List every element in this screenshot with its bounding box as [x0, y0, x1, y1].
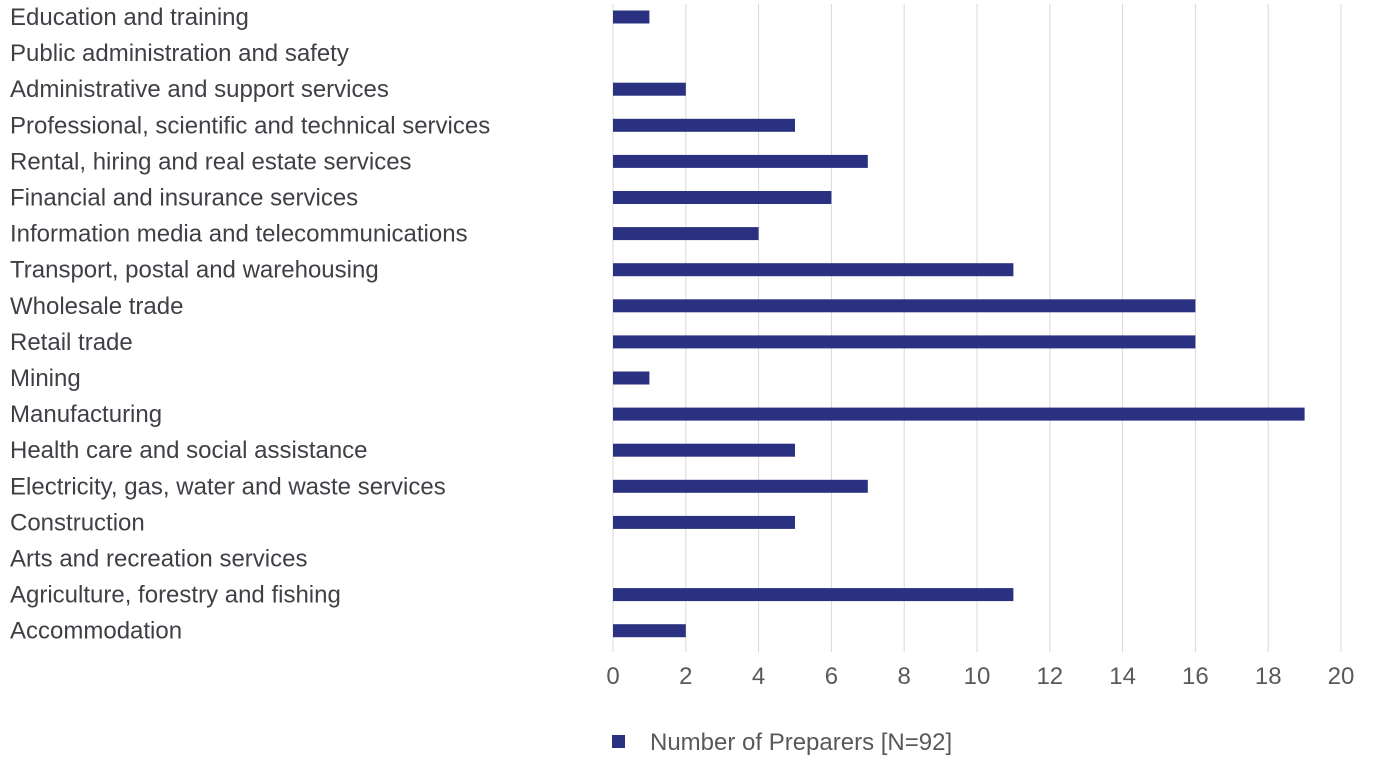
- bar: [613, 227, 759, 241]
- legend-swatch: [612, 735, 625, 748]
- category-label: Health care and social assistance: [10, 437, 368, 464]
- category-label: Retail trade: [10, 329, 133, 356]
- category-label: Rental, hiring and real estate services: [10, 148, 412, 175]
- category-label: Construction: [10, 509, 145, 536]
- bar: [613, 624, 686, 638]
- x-tick-label: 10: [964, 663, 991, 690]
- x-tick-label: 16: [1182, 663, 1209, 690]
- bar: [613, 371, 650, 385]
- bar: [613, 154, 868, 168]
- category-label: Financial and insurance services: [10, 185, 358, 212]
- category-label: Information media and telecommunications: [10, 221, 468, 248]
- legend-label: Number of Preparers [N=92]: [650, 729, 952, 756]
- category-label: Education and training: [10, 4, 249, 31]
- category-label: Public administration and safety: [10, 40, 349, 67]
- bar: [613, 515, 795, 529]
- bar: [613, 335, 1196, 349]
- bar: [613, 10, 650, 24]
- category-label: Wholesale trade: [10, 293, 183, 320]
- x-axis-tick-labels: 0 2 4 6 8 10 12 14 16 18 20: [606, 663, 1354, 690]
- category-label: Electricity, gas, water and waste servic…: [10, 473, 446, 500]
- category-label: Accommodation: [10, 618, 182, 645]
- x-tick-label: 20: [1328, 663, 1355, 690]
- category-label: Transport, postal and warehousing: [10, 257, 379, 284]
- bar: [613, 479, 868, 493]
- bar: [613, 407, 1305, 421]
- bar: [613, 82, 686, 96]
- bar: [613, 299, 1196, 313]
- category-label: Manufacturing: [10, 401, 162, 428]
- category-label: Professional, scientific and technical s…: [10, 112, 490, 139]
- x-tick-label: 12: [1036, 663, 1063, 690]
- bar: [613, 263, 1014, 277]
- category-label: Administrative and support services: [10, 76, 389, 103]
- gridlines: [612, 4, 1342, 652]
- bar: [613, 118, 795, 132]
- bar: [613, 588, 1014, 602]
- x-tick-label: 18: [1255, 663, 1282, 690]
- category-label: Arts and recreation services: [10, 546, 307, 573]
- legend: Number of Preparers [N=92]: [612, 729, 952, 756]
- x-tick-label: 0: [606, 663, 619, 690]
- category-label: Mining: [10, 365, 81, 392]
- x-tick-label: 14: [1109, 663, 1136, 690]
- bars: [613, 10, 1305, 638]
- category-label: Agriculture, forestry and fishing: [10, 582, 341, 609]
- bar: [613, 443, 795, 457]
- x-tick-label: 4: [752, 663, 765, 690]
- x-tick-label: 2: [679, 663, 692, 690]
- x-tick-label: 6: [825, 663, 838, 690]
- bar: [613, 191, 832, 204]
- category-labels: Education and training Public administrat…: [10, 4, 490, 645]
- x-tick-label: 8: [898, 663, 911, 690]
